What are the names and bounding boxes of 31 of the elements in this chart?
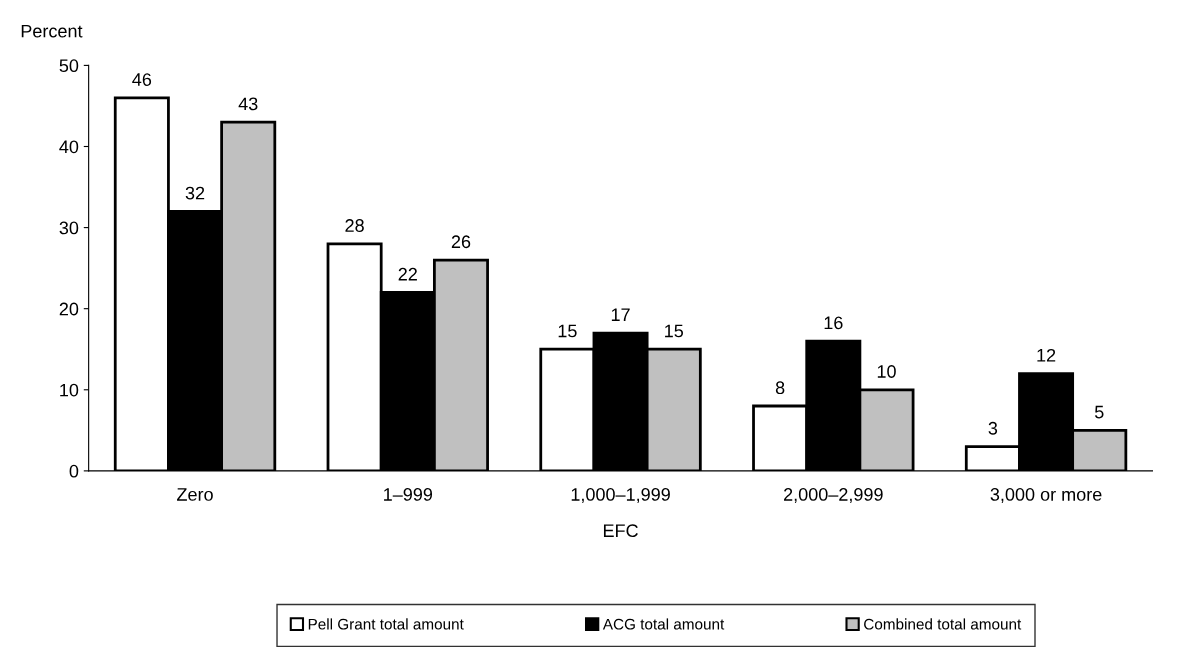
data-label: 12 — [1037, 348, 1056, 362]
data-label: 8 — [775, 381, 785, 395]
legend-label: ACG total amount — [602, 618, 725, 630]
data-label: 15 — [665, 324, 684, 338]
y-axis-title: Percent — [21, 24, 83, 38]
y-tick-label: 10 — [60, 383, 79, 397]
data-label: 46 — [132, 73, 152, 86]
x-tick-label: Zero — [177, 488, 213, 501]
data-label: 22 — [398, 267, 417, 281]
data-label: 17 — [611, 308, 630, 321]
y-tick-label: 20 — [59, 302, 79, 316]
y-tick-label: 30 — [59, 221, 79, 235]
data-label: 26 — [451, 235, 471, 249]
data-label: 16 — [824, 316, 843, 330]
x-tick-label: 1,000–1,999 — [571, 488, 670, 503]
legend-label: Combined total amount — [864, 618, 1022, 630]
y-tick-label: 40 — [59, 140, 79, 154]
data-label: 28 — [345, 219, 364, 232]
data-label: 10 — [877, 365, 896, 378]
data-label: 3 — [988, 421, 998, 435]
data-label: 5 — [1094, 405, 1104, 419]
x-tick-label: 3,000 or more — [990, 488, 1102, 503]
x-tick-label: 2,000–2,999 — [784, 488, 883, 503]
data-label: 43 — [238, 97, 258, 111]
data-label: 32 — [185, 186, 205, 200]
y-tick-label: 50 — [59, 59, 79, 73]
x-axis-title: EFC — [603, 524, 638, 538]
legend-label: Pell Grant total amount — [308, 618, 464, 630]
x-tick-label: 1–999 — [384, 488, 433, 501]
y-tick-label: 0 — [69, 464, 79, 478]
data-label: 15 — [558, 324, 577, 338]
